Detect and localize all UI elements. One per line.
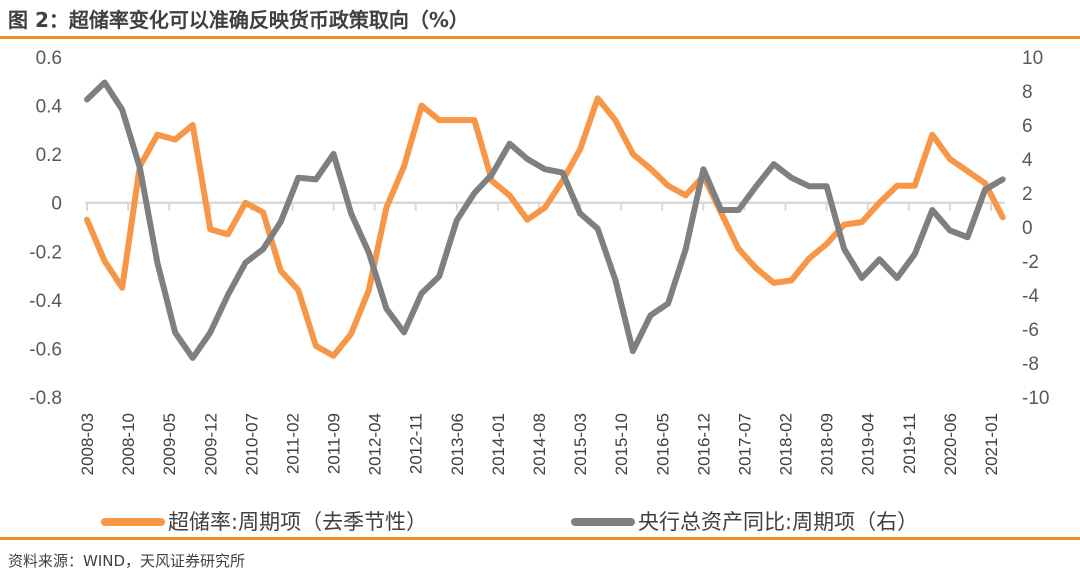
series-line-2 — [84, 79, 1006, 361]
y-left-tick-label: 0.2 — [36, 145, 62, 166]
x-tick-label: 2015-03 — [571, 413, 590, 475]
x-tick-label: 2015-10 — [612, 413, 631, 475]
x-tick-label: 2013-06 — [448, 413, 467, 475]
y-right-tick-label: -4 — [1022, 286, 1039, 307]
x-tick-label: 2009-12 — [201, 413, 220, 475]
y-right-tick-label: 6 — [1022, 116, 1033, 137]
x-tick-label: 2021-01 — [982, 413, 1001, 475]
footer-divider — [0, 537, 1080, 540]
x-tick-label: 2011-09 — [325, 413, 344, 474]
y-right-tick-label: -2 — [1022, 252, 1039, 273]
y-left-tick-label: -0.6 — [29, 339, 62, 360]
x-tick-label: 2018-02 — [777, 413, 796, 475]
x-tick-label: 2017-07 — [735, 413, 754, 475]
x-tick-label: 2019-04 — [859, 413, 878, 475]
x-tick-label: 2016-05 — [653, 413, 672, 475]
x-tick-label: 2011-02 — [283, 413, 302, 474]
x-tick-label: 2008-03 — [78, 413, 97, 475]
y-right-tick-label: -8 — [1022, 354, 1039, 375]
y-left-tick-label: -0.8 — [29, 388, 62, 409]
y-left-tick-label: 0.4 — [36, 97, 63, 118]
y-right-tick-label: 4 — [1022, 150, 1033, 171]
x-tick-label: 2016-12 — [694, 413, 713, 475]
x-tick-label: 2014-01 — [489, 413, 508, 475]
x-tick-label: 2018-09 — [818, 413, 837, 475]
x-tick-label: 2008-10 — [119, 413, 138, 475]
y-left-tick-label: 0 — [51, 194, 62, 215]
title-divider — [0, 36, 1080, 39]
x-tick-label: 2014-08 — [530, 413, 549, 475]
y-right-tick-label: -6 — [1022, 320, 1039, 341]
x-tick-label: 2012-11 — [407, 413, 426, 474]
y-right-tick-label: 10 — [1022, 48, 1043, 69]
series-line-1 — [84, 95, 1006, 359]
y-right-tick-label: -10 — [1022, 388, 1049, 409]
y-left-tick-label: 0.6 — [36, 48, 62, 69]
x-tick-label: 2009-05 — [160, 413, 179, 475]
x-tick-label: 2020-06 — [941, 413, 960, 475]
y-right-tick-label: 2 — [1022, 184, 1033, 205]
x-tick-label: 2019-11 — [900, 413, 919, 474]
x-tick-label: 2012-04 — [366, 413, 385, 475]
y-right-tick-label: 0 — [1022, 218, 1033, 239]
chart-title: 图 2：超储率变化可以准确反映货币政策取向（%） — [8, 8, 469, 32]
legend-label-2: 央行总资产同比:周期项（右） — [638, 510, 918, 534]
y-left-tick-label: -0.2 — [29, 242, 62, 263]
y-left-tick-label: -0.4 — [29, 291, 62, 312]
legend-label-1: 超储率:周期项（去季节性） — [168, 510, 427, 534]
y-right-tick-label: 8 — [1022, 82, 1033, 103]
source-note: 资料来源：WIND，天风证券研究所 — [8, 552, 246, 570]
x-tick-label: 2010-07 — [242, 413, 261, 475]
